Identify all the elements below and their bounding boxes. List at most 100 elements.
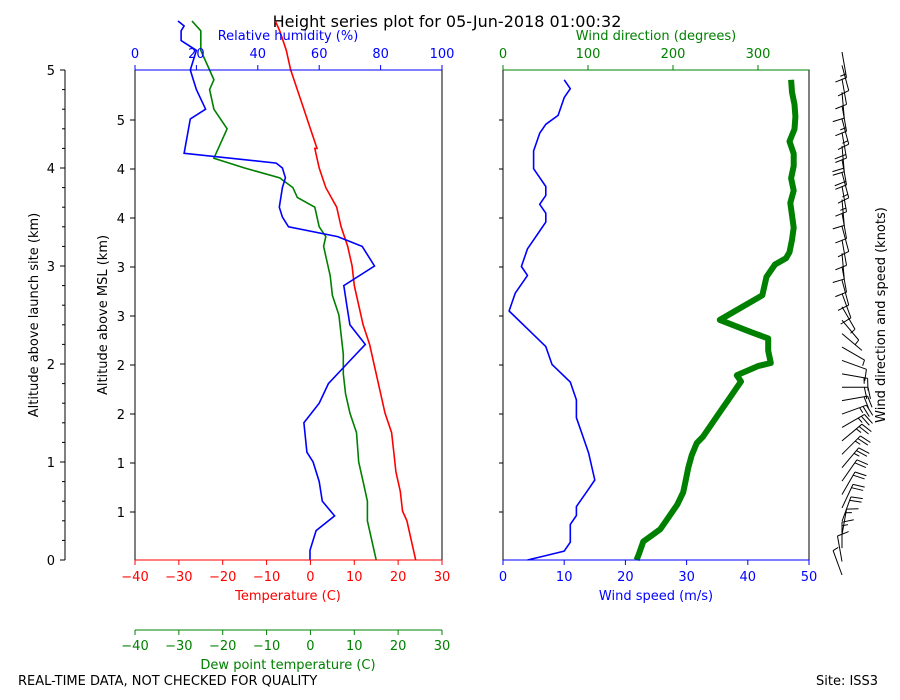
- wind-barb-staff: [841, 306, 856, 330]
- wind-barb-flag: [867, 395, 873, 408]
- wind-barb-flag: [859, 407, 864, 414]
- dewpoint-tick-label: 0: [306, 639, 314, 654]
- dewpoint-tick-label: 10: [346, 639, 363, 654]
- wind-speed-tick-label: 0: [499, 570, 507, 585]
- dewpoint-tick-label: −30: [165, 639, 192, 654]
- footer-site: Site: ISS3: [816, 674, 879, 689]
- temp-tick-label: −40: [121, 570, 148, 585]
- wind-barb-staff: [841, 145, 845, 172]
- temp-tick-label: −10: [253, 570, 280, 585]
- wind-dir-tick-label: 100: [576, 47, 601, 62]
- wind-barb-staff: [841, 395, 868, 402]
- footer-disclaimer: REAL-TIME DATA, NOT CHECKED FOR QUALITY: [18, 674, 318, 689]
- wind-dir-axis-label: Wind direction (degrees): [576, 29, 736, 44]
- wind-barb-staff: [841, 132, 848, 159]
- y-msl-tick-label: 1: [117, 506, 125, 521]
- wind-barb-flag: [832, 546, 839, 551]
- wind-barb-flag: [835, 291, 847, 298]
- wind-barb: [841, 333, 863, 351]
- wind-barb-flag: [840, 207, 847, 211]
- wind-barb-flag: [860, 415, 870, 426]
- wind-barb-flag: [835, 157, 847, 163]
- wind-barb-staff: [841, 484, 854, 509]
- rh-axis-label: Relative humidity (%): [218, 29, 359, 44]
- wind-barb: [835, 78, 848, 110]
- wind-barb-flag: [854, 440, 861, 445]
- wind-barb: [834, 132, 848, 163]
- y-msl-tick-label: 2: [117, 359, 125, 374]
- wind-barb: [835, 186, 848, 217]
- wind-barb-flag: [835, 77, 847, 83]
- wind-barb: [841, 496, 863, 522]
- wind-barb-staff: [841, 459, 858, 482]
- wind-barb: [841, 359, 867, 382]
- wind-barb-flag: [852, 483, 865, 488]
- y-msl-tick-label: 4: [117, 163, 125, 178]
- wind-barb-staff: [841, 199, 845, 226]
- wind-speed-tick-label: 40: [740, 570, 757, 585]
- wind-barb-staff: [841, 346, 865, 361]
- wind-barb-staff: [841, 423, 863, 442]
- y-msl-tick-label: 3: [117, 310, 125, 325]
- wind-barb: [832, 145, 845, 176]
- wind-barb-flag: [854, 462, 867, 469]
- temp-tick-label: −20: [209, 570, 236, 585]
- wind-barb-flag: [856, 459, 869, 466]
- wind-barb-flag: [862, 359, 865, 366]
- wind-barb-flag: [857, 417, 863, 423]
- wind-barb: [841, 471, 867, 495]
- left-panel: −40 −30 −20 −10 0 10 20 30−40 −30 −20 −10 0 10 20 300 2…: [27, 20, 455, 673]
- temp-tick-label: 20: [390, 570, 407, 585]
- wind-barb-flag: [850, 328, 856, 334]
- wind-barb-flag: [837, 304, 849, 311]
- wind-barb-flag: [862, 406, 870, 417]
- chart-title: Height series plot for 05-Jun-2018 01:00…: [273, 12, 622, 31]
- temperature-axis-label: Temperature (C): [234, 589, 341, 604]
- wind-barb-flag: [841, 524, 848, 527]
- wind-barb: [832, 199, 845, 230]
- wind-barb-staff: [841, 78, 848, 105]
- wind-barb: [841, 306, 856, 334]
- wind-barb: [835, 239, 848, 271]
- wind-speed-tick-label: 20: [617, 570, 634, 585]
- wind-barb-flag: [853, 452, 860, 457]
- wind-barb-staff: [841, 471, 856, 495]
- y-left-label: Altitude above launch site (km): [27, 213, 42, 417]
- wind-barb-flag: [837, 251, 849, 258]
- y-msl-tick-label: 2: [117, 408, 125, 423]
- wind-barb-flag: [832, 224, 845, 230]
- right-panel-frame: [502, 69, 810, 561]
- wind-barb-flag: [832, 171, 845, 176]
- wind-barb: [841, 447, 870, 469]
- wind-barb-staff: [841, 51, 848, 78]
- wind-speed-tick-label: 50: [801, 570, 818, 585]
- wind-barb: [836, 531, 849, 562]
- rh-tick-label: 80: [372, 47, 389, 62]
- wind-barb-staff: [841, 447, 860, 469]
- rh-tick-label: 100: [430, 47, 455, 62]
- wind-barb-flag: [840, 127, 847, 131]
- wind-barb-flag: [858, 426, 869, 435]
- wind-barb-staff: [841, 373, 868, 379]
- wind-barb-flag: [856, 428, 862, 433]
- wind-barb-flag: [863, 387, 868, 400]
- wind-barb-staff: [841, 293, 852, 318]
- y-msl-tick-label: 1: [117, 457, 125, 472]
- wind-barb: [841, 395, 873, 409]
- temp-tick-label: 10: [346, 570, 363, 585]
- y-left-tick-label: 4: [47, 162, 55, 177]
- wind-barb-flag: [837, 90, 849, 97]
- dewpoint-tick-label: 20: [390, 639, 407, 654]
- wind-barb-flag: [853, 474, 865, 480]
- rh-tick-label: 60: [311, 47, 328, 62]
- wind-barb-flag: [861, 423, 872, 433]
- wind-barb: [841, 459, 869, 482]
- wind-barb-flag: [835, 211, 847, 217]
- y-left-tick-label: 1: [47, 456, 55, 471]
- wind-barb-flag: [835, 184, 847, 190]
- wind-barb: [841, 508, 859, 535]
- wind-barb-flag: [842, 140, 849, 144]
- wind-barb-flag: [834, 154, 847, 160]
- y-left-tick-label: 2: [47, 358, 55, 373]
